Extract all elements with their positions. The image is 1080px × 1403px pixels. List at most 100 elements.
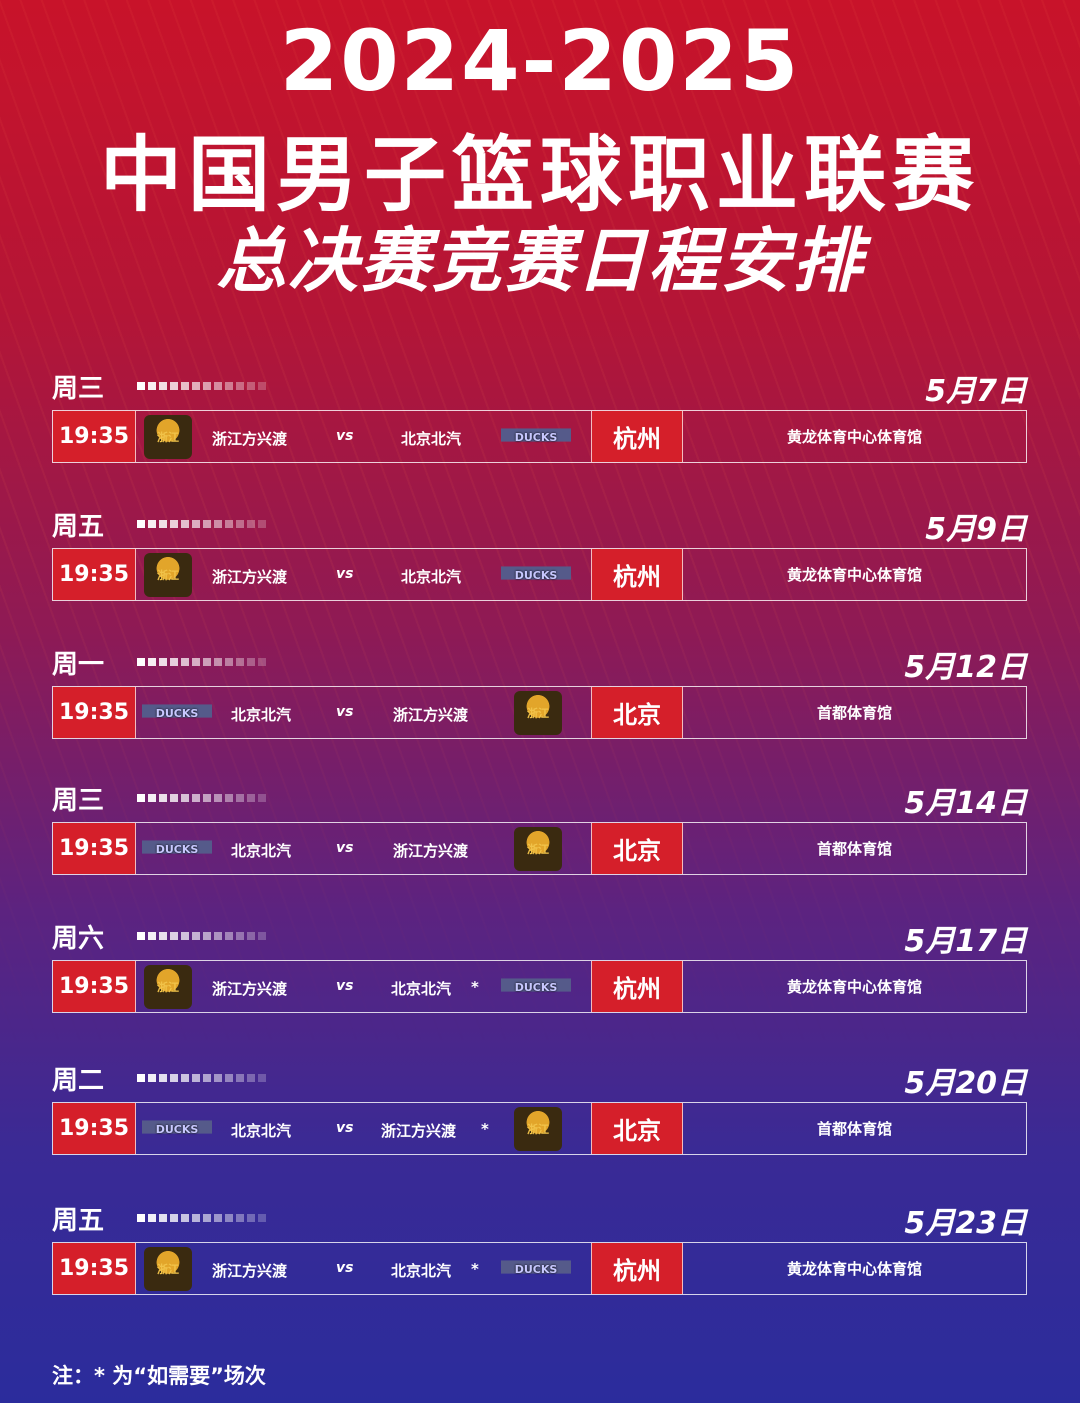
lion-logo-icon: 浙江 [514, 1107, 562, 1151]
away-team: 北京北汽 [391, 980, 452, 998]
game-date: 5月17日 [904, 924, 1027, 959]
game-item: 周三 5月14日 19:35 DUCKS 北京北汽 vs 浙江方兴渡 浙江 北京… [52, 786, 1027, 875]
game-date: 5月7日 [925, 374, 1027, 409]
away-team: 北京北汽 [391, 1262, 452, 1280]
game-item: 周五 5月23日 19:35 浙江 浙江方兴渡 vs 北京北汽 * DUCKS … [52, 1206, 1027, 1295]
home-team: 浙江方兴渡 [212, 1262, 288, 1280]
game-item: 周六 5月17日 19:35 浙江 浙江方兴渡 vs 北京北汽 * DUCKS … [52, 924, 1027, 1013]
vs-label: vs [336, 566, 354, 582]
game-header: 周二 5月20日 [52, 1066, 1027, 1102]
venue: 黄龙体育中心体育馆 [786, 428, 922, 446]
game-row: 19:35 浙江 浙江方兴渡 vs 北京北汽 * DUCKS 杭州 黄龙体育中心… [52, 960, 1027, 1013]
dots-divider [137, 382, 266, 390]
venue: 首都体育馆 [816, 704, 892, 722]
city: 北京 [591, 823, 683, 874]
schedule-title: 总决赛竞赛日程安排 [216, 220, 864, 302]
game-row: 19:35 浙江 浙江方兴渡 vs 北京北汽 DUCKS 杭州 黄龙体育中心体育… [52, 548, 1027, 601]
game-item: 周三 5月7日 19:35 浙江 浙江方兴渡 vs 北京北汽 DUCKS 杭州 … [52, 374, 1027, 463]
city: 杭州 [591, 961, 683, 1012]
matchup: 浙江 浙江方兴渡 vs 北京北汽 * DUCKS [136, 961, 591, 1012]
vs-label: vs [336, 978, 354, 994]
if-needed-mark: * [481, 1120, 489, 1138]
venue: 黄龙体育中心体育馆 [786, 978, 922, 996]
matchup: DUCKS 北京北汽 vs 浙江方兴渡 浙江 [136, 687, 591, 738]
game-row: 19:35 DUCKS 北京北汽 vs 浙江方兴渡 * 浙江 北京 首都体育馆 [52, 1102, 1027, 1155]
lion-logo-icon: 浙江 [514, 827, 562, 871]
venue: 首都体育馆 [816, 840, 892, 858]
lion-logo-icon: 浙江 [144, 415, 192, 459]
game-time: 19:35 [53, 1243, 136, 1294]
game-date: 5月20日 [904, 1066, 1027, 1101]
game-row: 19:35 DUCKS 北京北汽 vs 浙江方兴渡 浙江 北京 首都体育馆 [52, 686, 1027, 739]
weekday: 周三 [52, 374, 105, 404]
matchup: 浙江 浙江方兴渡 vs 北京北汽 DUCKS [136, 549, 591, 600]
away-team: 北京北汽 [401, 430, 462, 448]
if-needed-mark: * [471, 978, 479, 996]
dots-divider [137, 658, 266, 666]
dots-divider [137, 794, 266, 802]
city: 杭州 [591, 549, 683, 600]
away-team: 北京北汽 [401, 568, 462, 586]
game-time: 19:35 [53, 823, 136, 874]
game-header: 周五 5月9日 [52, 512, 1027, 548]
game-item: 周一 5月12日 19:35 DUCKS 北京北汽 vs 浙江方兴渡 浙江 北京… [52, 650, 1027, 739]
matchup: 浙江 浙江方兴渡 vs 北京北汽 DUCKS [136, 411, 591, 462]
home-team: 北京北汽 [231, 706, 292, 724]
weekday: 周二 [52, 1066, 105, 1096]
game-header: 周一 5月12日 [52, 650, 1027, 686]
lion-logo-icon: 浙江 [144, 965, 192, 1009]
city: 杭州 [591, 1243, 683, 1294]
game-header: 周三 5月14日 [52, 786, 1027, 822]
ducks-logo-icon: DUCKS [142, 1107, 212, 1151]
game-time: 19:35 [53, 961, 136, 1012]
season-title: 2024-2025 [279, 12, 801, 110]
dots-divider [137, 932, 266, 940]
game-header: 周六 5月17日 [52, 924, 1027, 960]
game-header: 周五 5月23日 [52, 1206, 1027, 1242]
game-header: 周三 5月7日 [52, 374, 1027, 410]
game-date: 5月12日 [904, 650, 1027, 685]
home-team: 浙江方兴渡 [212, 568, 288, 586]
away-team: 浙江方兴渡 [381, 1122, 457, 1140]
weekday: 周五 [52, 1206, 105, 1236]
city: 杭州 [591, 411, 683, 462]
home-team: 北京北汽 [231, 1122, 292, 1140]
city: 北京 [591, 1103, 683, 1154]
away-team: 浙江方兴渡 [393, 706, 469, 724]
home-team: 浙江方兴渡 [212, 980, 288, 998]
game-date: 5月23日 [904, 1206, 1027, 1241]
venue: 黄龙体育中心体育馆 [786, 566, 922, 584]
venue: 黄龙体育中心体育馆 [786, 1260, 922, 1278]
matchup: DUCKS 北京北汽 vs 浙江方兴渡 * 浙江 [136, 1103, 591, 1154]
ducks-logo-icon: DUCKS [501, 1247, 571, 1291]
ducks-logo-icon: DUCKS [501, 415, 571, 459]
ducks-logo-icon: DUCKS [142, 827, 212, 871]
vs-label: vs [336, 1260, 354, 1276]
venue: 首都体育馆 [816, 1120, 892, 1138]
weekday: 周五 [52, 512, 105, 542]
game-time: 19:35 [53, 411, 136, 462]
dots-divider [137, 1074, 266, 1082]
game-date: 5月9日 [925, 512, 1027, 547]
lion-logo-icon: 浙江 [144, 553, 192, 597]
game-row: 19:35 浙江 浙江方兴渡 vs 北京北汽 * DUCKS 杭州 黄龙体育中心… [52, 1242, 1027, 1295]
home-team: 北京北汽 [231, 842, 292, 860]
game-row: 19:35 DUCKS 北京北汽 vs 浙江方兴渡 浙江 北京 首都体育馆 [52, 822, 1027, 875]
game-time: 19:35 [53, 549, 136, 600]
game-item: 周五 5月9日 19:35 浙江 浙江方兴渡 vs 北京北汽 DUCKS 杭州 … [52, 512, 1027, 601]
game-row: 19:35 浙江 浙江方兴渡 vs 北京北汽 DUCKS 杭州 黄龙体育中心体育… [52, 410, 1027, 463]
footnote: 注：* 为“如需要”场次 [52, 1364, 266, 1388]
ducks-logo-icon: DUCKS [501, 965, 571, 1009]
weekday: 周六 [52, 924, 105, 954]
game-time: 19:35 [53, 687, 136, 738]
ducks-logo-icon: DUCKS [142, 691, 212, 735]
if-needed-mark: * [471, 1260, 479, 1278]
vs-label: vs [336, 840, 354, 856]
home-team: 浙江方兴渡 [212, 430, 288, 448]
game-date: 5月14日 [904, 786, 1027, 821]
city: 北京 [591, 687, 683, 738]
vs-label: vs [336, 704, 354, 720]
league-title: 中国男子篮球职业联赛 [99, 128, 980, 223]
vs-label: vs [336, 1120, 354, 1136]
dots-divider [137, 520, 266, 528]
